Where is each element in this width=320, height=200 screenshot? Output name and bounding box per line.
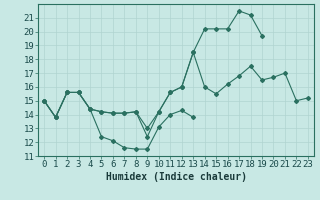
- X-axis label: Humidex (Indice chaleur): Humidex (Indice chaleur): [106, 172, 246, 182]
